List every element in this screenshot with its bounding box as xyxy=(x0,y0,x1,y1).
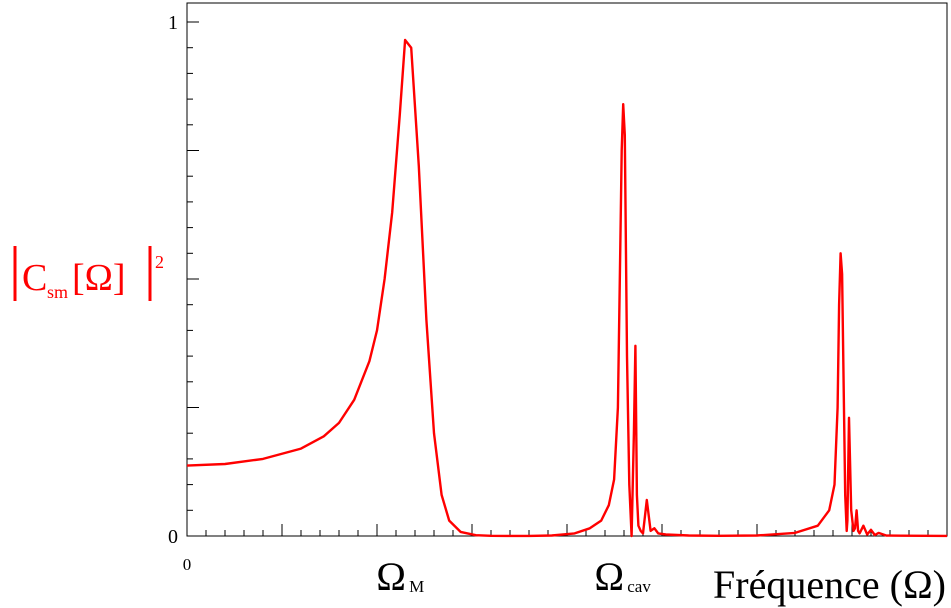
x-tick-label-sub: M xyxy=(409,577,424,596)
x-tick-label-main: Ω xyxy=(594,554,624,599)
x-tick-label-main: Ω xyxy=(376,554,406,599)
ylabel-power: 2 xyxy=(155,252,164,272)
plot-frame xyxy=(186,2,948,537)
axis-ticks xyxy=(186,21,948,537)
x-tick-label-main: 0 xyxy=(183,555,192,574)
y-tick-labels: 01 xyxy=(168,12,178,548)
ylabel-sub: sm xyxy=(47,282,68,302)
x-axis-title: Fréquence (Ω) xyxy=(713,562,946,607)
ylabel-main: C xyxy=(22,257,47,299)
series-line xyxy=(186,38,948,538)
y-axis-title: C sm [Ω] 2 xyxy=(13,246,164,302)
y-tick-label: 1 xyxy=(168,12,178,34)
ylabel-bracket: [Ω] xyxy=(72,257,126,299)
x-tick-label: 0 xyxy=(183,555,192,574)
x-tick-label-sub: cav xyxy=(627,577,651,596)
y-tick-label: 0 xyxy=(168,526,178,548)
